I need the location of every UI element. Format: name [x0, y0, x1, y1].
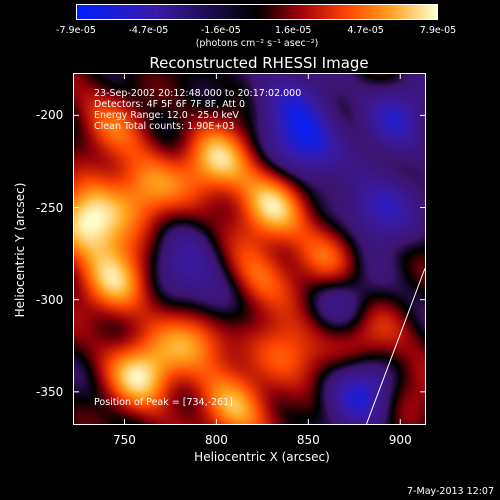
annotation-peak: Position of Peak = [734,-261]: [94, 397, 233, 408]
colorbar-tick-label: 1.6e-05: [274, 25, 312, 36]
colorbar-tick-label: 4.7e-05: [347, 25, 384, 36]
plot-overlay: [366, 268, 425, 424]
colorbar-tick-label: -1.6e-05: [200, 25, 241, 36]
chart-title: Reconstructed RHESSI Image: [149, 54, 369, 72]
colorbar-tick-label: 7.9e-05: [419, 25, 457, 36]
x-tick-label: 900: [388, 433, 412, 447]
x-tick-label: 750: [113, 433, 136, 447]
y-tick-label: -250: [36, 200, 64, 215]
annotation-time: 23-Sep-2002 20:12:48.000 to 20:17:02.000: [94, 88, 302, 99]
y-axis-label: Heliocentric Y (arcsec): [13, 182, 27, 318]
x-tick-label: 850: [296, 433, 320, 447]
heatmap-image: [74, 74, 425, 424]
x-axis-label: Heliocentric X (arcsec): [194, 450, 330, 464]
y-tick-label: -350: [36, 384, 64, 399]
plot-area: 23-Sep-2002 20:12:48.000 to 20:17:02.000…: [73, 73, 426, 425]
x-tick-label: 800: [204, 433, 228, 447]
solar-limb-line: [366, 268, 425, 424]
timestamp: 7-May-2013 12:07: [407, 486, 494, 497]
annotation-energy: Energy Range: 12.0 - 25.0 keV: [94, 110, 239, 121]
y-tick-label: -300: [36, 292, 64, 307]
annotation-detectors: Detectors: 4F 5F 6F 7F 8F, Att 0: [94, 99, 246, 110]
y-tick-label: -200: [36, 108, 64, 123]
colorbar-tick-label: -7.9e-05: [56, 25, 96, 36]
annotation-clean: Clean Total counts: 1.90E+03: [94, 121, 235, 132]
colorbar: [76, 4, 438, 20]
colorbar-tick-label: -4.7e-05: [128, 25, 169, 36]
colorbar-unit: (photons cm⁻² s⁻¹ asec⁻²): [195, 38, 319, 49]
